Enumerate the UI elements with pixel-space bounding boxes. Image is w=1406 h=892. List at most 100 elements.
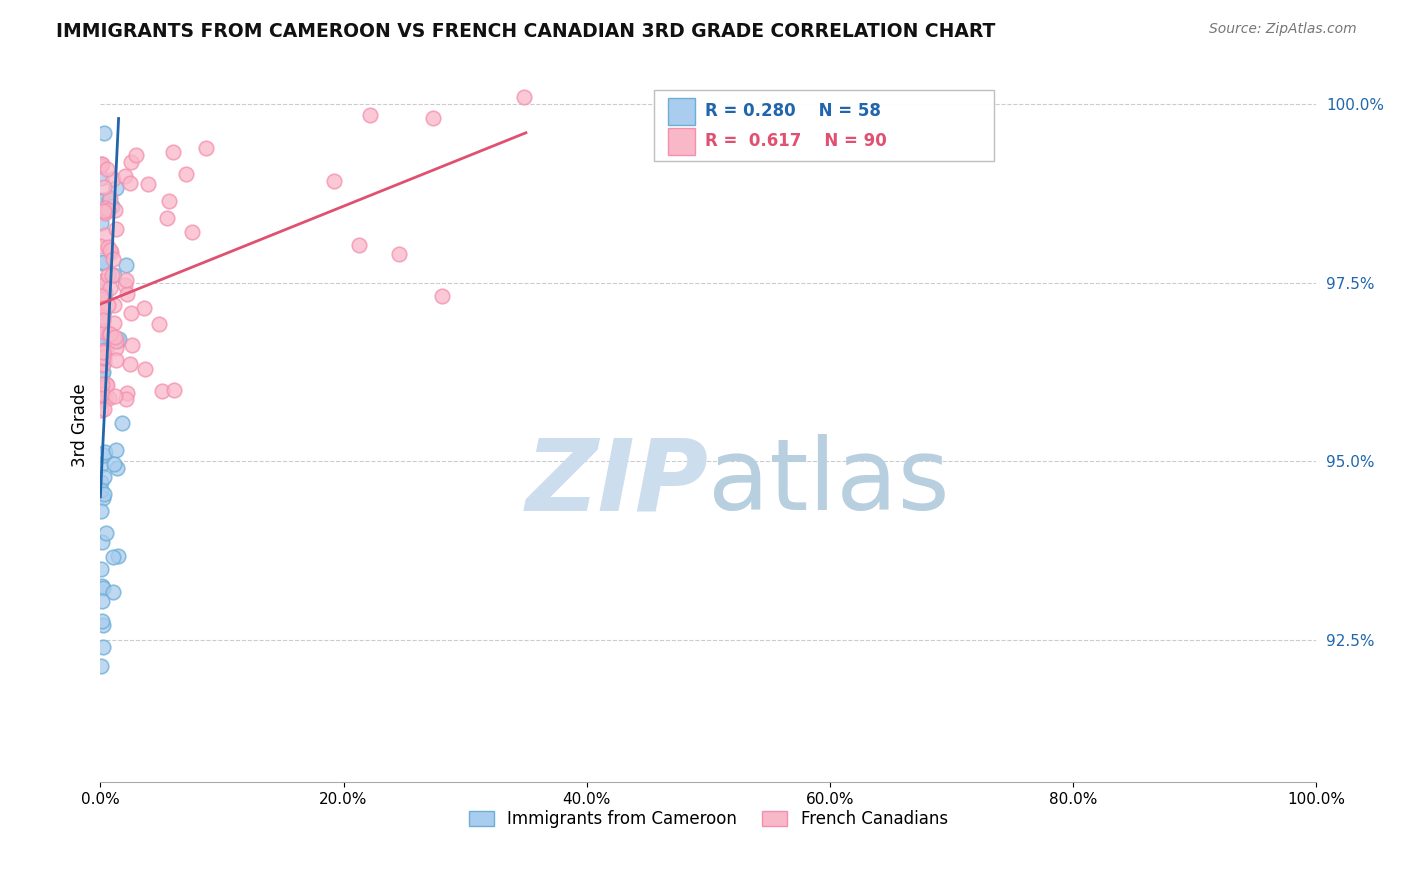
Point <box>93 326 115 341</box>
Text: R = 0.280    N = 58: R = 0.280 N = 58 <box>704 103 880 120</box>
Point <box>104 181 127 195</box>
Point <box>108 332 131 346</box>
Point <box>105 341 128 355</box>
Point <box>93 470 115 484</box>
Point <box>91 579 114 593</box>
Text: Source: ZipAtlas.com: Source: ZipAtlas.com <box>1209 22 1357 37</box>
Point <box>90 157 112 171</box>
Point <box>91 380 114 394</box>
Point <box>104 334 127 348</box>
Point <box>91 359 114 373</box>
Point <box>91 640 114 654</box>
Point <box>104 202 127 217</box>
Point <box>90 288 112 302</box>
Point <box>98 326 121 341</box>
Point <box>90 614 112 628</box>
Point <box>90 377 112 392</box>
Point <box>93 448 115 462</box>
Point <box>90 562 112 576</box>
Point <box>162 145 184 159</box>
Point <box>156 211 179 226</box>
Text: IMMIGRANTS FROM CAMEROON VS FRENCH CANADIAN 3RD GRADE CORRELATION CHART: IMMIGRANTS FROM CAMEROON VS FRENCH CANAD… <box>56 22 995 41</box>
Point <box>90 393 112 408</box>
Point <box>115 287 138 301</box>
Point <box>148 318 170 332</box>
Point <box>157 194 180 209</box>
Point <box>90 330 112 344</box>
Point <box>90 170 112 185</box>
Point <box>120 357 142 371</box>
Point <box>101 199 124 213</box>
Point <box>89 239 111 253</box>
Point <box>103 298 125 312</box>
Point <box>93 343 115 358</box>
Point <box>90 381 112 395</box>
Point <box>91 310 114 324</box>
Point <box>91 193 114 207</box>
Point <box>174 167 197 181</box>
Point <box>94 285 117 300</box>
Point <box>120 155 142 169</box>
Point <box>100 245 122 260</box>
Point <box>134 362 156 376</box>
Point <box>98 196 121 211</box>
Point <box>97 268 120 282</box>
Y-axis label: 3rd Grade: 3rd Grade <box>72 384 89 467</box>
Point <box>104 330 127 344</box>
Point <box>513 90 536 104</box>
Point <box>94 391 117 405</box>
Point <box>93 491 115 505</box>
Point <box>90 309 112 323</box>
Point <box>98 191 121 205</box>
Point <box>90 278 112 293</box>
Point <box>94 206 117 220</box>
Point <box>96 526 118 541</box>
Bar <box>668 128 695 155</box>
Point <box>114 278 136 293</box>
Point <box>93 304 115 318</box>
Point <box>180 226 202 240</box>
Point <box>93 179 115 194</box>
Point <box>103 457 125 471</box>
Point <box>94 377 117 392</box>
Point <box>118 176 141 190</box>
Point <box>100 244 122 258</box>
Bar <box>668 98 695 125</box>
Point <box>91 297 114 311</box>
Point <box>101 172 124 186</box>
Text: ZIP: ZIP <box>526 434 709 531</box>
Point <box>90 349 112 363</box>
Point <box>90 483 112 497</box>
Point <box>93 203 115 218</box>
Point <box>134 301 156 315</box>
Point <box>93 401 115 416</box>
Point <box>97 202 120 217</box>
Point <box>104 222 127 236</box>
Point <box>115 258 138 272</box>
Text: R =  0.617    N = 90: R = 0.617 N = 90 <box>704 132 886 151</box>
Point <box>422 111 444 125</box>
Point <box>107 461 129 475</box>
Point <box>90 387 112 401</box>
Point <box>101 549 124 564</box>
Point <box>150 384 173 398</box>
Point <box>93 355 115 369</box>
Point <box>136 177 159 191</box>
Point <box>125 148 148 162</box>
Point <box>97 298 120 312</box>
Point <box>120 306 142 320</box>
Point <box>90 402 112 417</box>
Point <box>91 581 114 595</box>
Point <box>96 378 118 392</box>
Point <box>430 289 453 303</box>
Point <box>101 268 124 282</box>
Point <box>94 323 117 337</box>
Point <box>91 255 114 269</box>
Point <box>91 256 114 270</box>
Point <box>359 108 381 122</box>
Point <box>121 338 143 352</box>
Point <box>90 343 112 358</box>
Point <box>93 487 115 501</box>
Point <box>90 535 112 549</box>
FancyBboxPatch shape <box>654 90 994 161</box>
